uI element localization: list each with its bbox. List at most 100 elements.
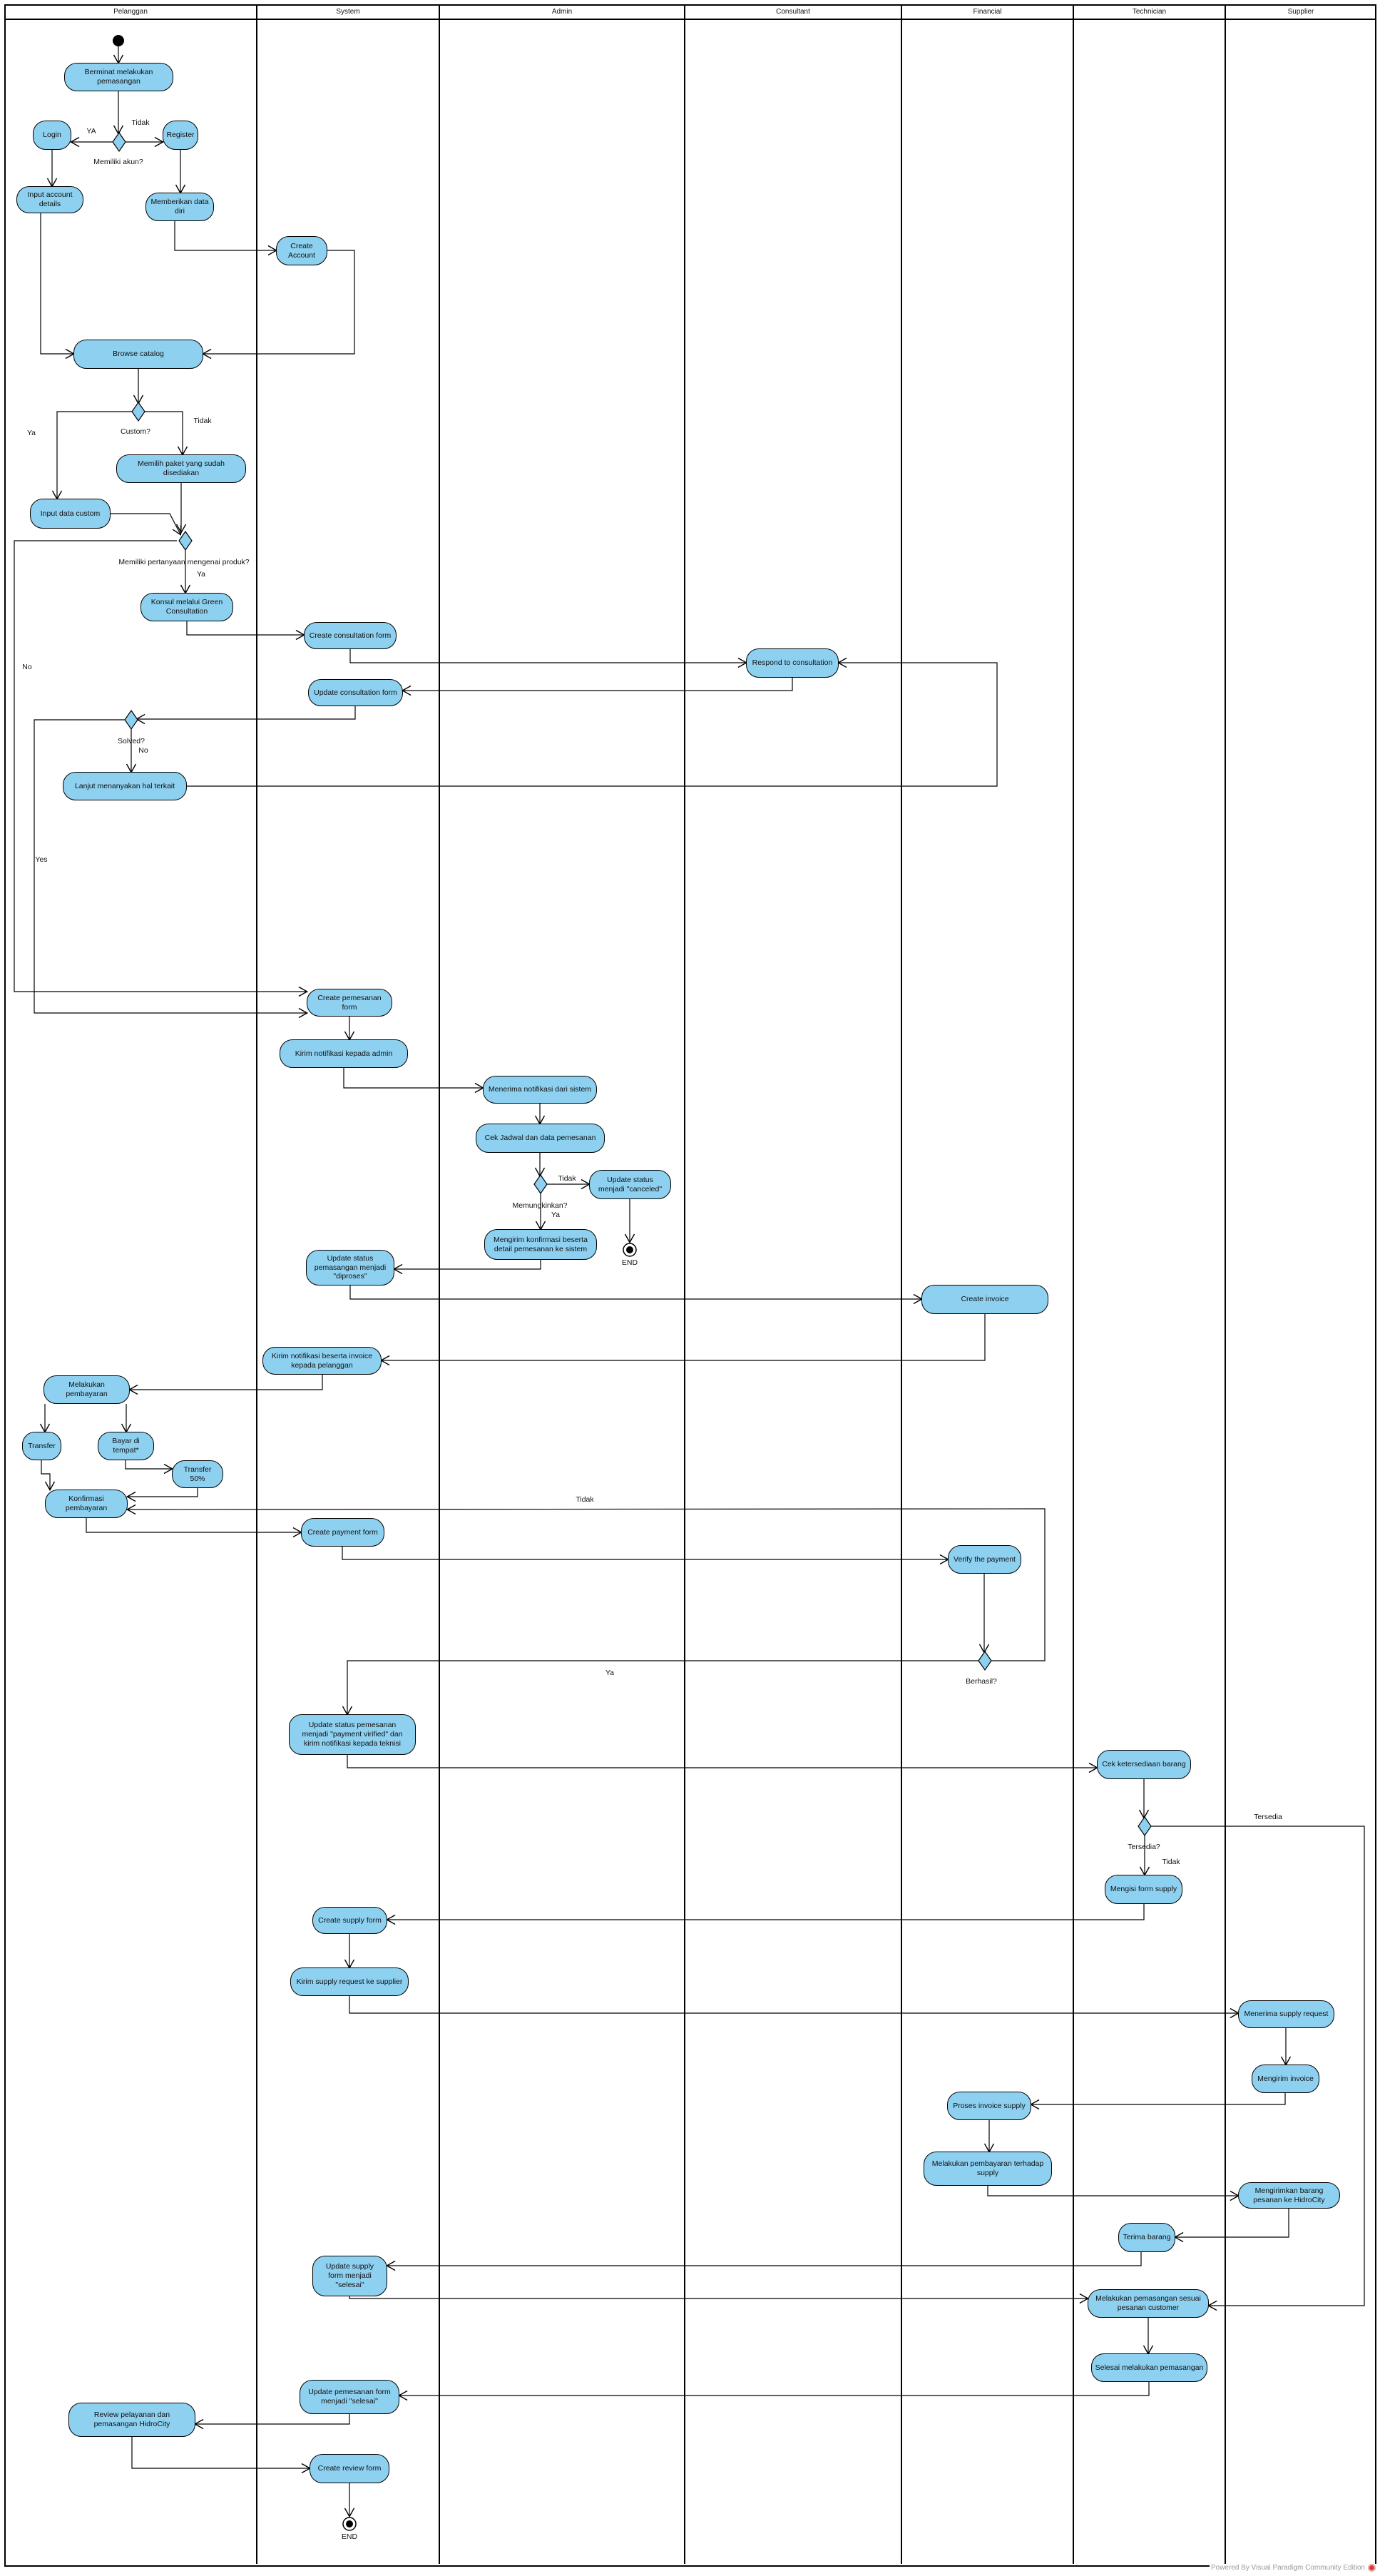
flow-edge-invoice-to-proses: [1029, 2093, 1286, 2110]
flow-edge-tersedia-ya-pemasangan: [1150, 1826, 1365, 2311]
lane-header-pelanggan: Pelanggan: [4, 4, 257, 20]
lane-header-supplier: Supplier: [1225, 4, 1376, 20]
guard-label: Custom?: [120, 427, 151, 436]
activity-node-update-supply-selesai: Update supply form menjadi "selesai": [312, 2256, 387, 2296]
flow-edge-notif-admin-to-menerima: [343, 1068, 485, 1094]
flow-edge-konfirmasi-to-payment-form: [86, 1518, 303, 1538]
activity-node-cek-jadwal: Cek Jadwal dan data pemesanan: [476, 1124, 605, 1153]
activity-node-verify-payment: Verify the payment: [948, 1545, 1021, 1574]
decision-node-d-solved: [124, 709, 138, 730]
decision-node-d-pertanyaan: [178, 530, 193, 551]
start-node: [113, 35, 124, 46]
flow-edge-input-data-to-join: [111, 513, 182, 536]
guard-label: Memiliki pertanyaan mengenai produk?: [118, 558, 250, 566]
flow-edge-update-consult-to-solved: [135, 706, 356, 725]
flow-edge-solved-yes-create-pemesanan: [34, 719, 309, 1019]
flow-edge-custom-ya-input-data: [51, 411, 133, 501]
flow-edge-update-pemesanan-to-review: [193, 2414, 350, 2430]
activity-node-konsul-green: Konsul melalui Green Consultation: [140, 593, 233, 621]
activity-node-menerima-supply-request: Menerima supply request: [1238, 2000, 1334, 2028]
guard-label: Solved?: [118, 737, 145, 745]
flow-edge-lanjut-to-respond: [187, 657, 998, 787]
flow-edge-transfer50-to-konfirmasi: [126, 1488, 198, 1502]
lane-header-admin: Admin: [439, 4, 685, 20]
flow-edge-create-account-to-browse: [201, 250, 355, 360]
activity-node-transfer-50: Transfer 50%: [172, 1460, 223, 1488]
activity-node-transfer: Transfer: [22, 1432, 61, 1460]
activity-node-memilih-paket: Memilih paket yang sudah disediakan: [116, 454, 246, 483]
lane-separator: [1225, 4, 1226, 2564]
flow-edge-konfirmasi-to-diproses: [392, 1260, 541, 1275]
activity-node-create-account: Create Account: [276, 236, 327, 265]
decision-node-d-akun: [112, 131, 126, 153]
activity-node-lanjut-menanyakan: Lanjut menanyakan hal terkait: [63, 772, 187, 800]
end-node-inner-end-canceled: [626, 1246, 633, 1253]
guard-label: Ya: [26, 429, 36, 437]
flow-edge-berhasil-ya-update-verified: [342, 1660, 979, 1716]
lane-separator: [256, 4, 257, 2564]
guard-label: Memiliki akun?: [93, 158, 143, 166]
end-node-inner-end-final: [346, 2520, 353, 2527]
activity-node-terima-barang: Terima barang: [1118, 2223, 1175, 2252]
lane-title: Admin: [551, 7, 573, 16]
activity-node-mengisi-form-supply: Mengisi form supply: [1105, 1875, 1182, 1904]
guard-label: Ya: [551, 1211, 561, 1219]
lane-title: System: [336, 7, 360, 16]
flow-edge-diproses-to-create-invoice: [349, 1286, 924, 1305]
guard-label: Berhasil?: [966, 1677, 997, 1686]
activity-node-bayar-di-tempat: Bayar di tempat*: [98, 1432, 154, 1460]
flow-edge-update-supply-to-pemasangan: [349, 2293, 1090, 2304]
lane-title: Technician: [1132, 7, 1167, 16]
lane-title: Consultant: [776, 7, 810, 16]
end-node-label: END: [341, 2532, 358, 2541]
flow-edge-kirim-supply-to-menerima: [349, 1996, 1240, 2019]
flow-edge-pembayaran-to-mengirimkan: [987, 2186, 1240, 2201]
guard-label: Tidak: [576, 1495, 594, 1504]
guard-label: Tidak: [131, 118, 150, 127]
activity-node-input-data-custom: Input data custom: [30, 499, 111, 529]
activity-node-proses-invoice-supply: Proses invoice supply: [947, 2092, 1031, 2120]
lane-separator: [684, 4, 685, 2564]
guard-label: Memungkinkan?: [512, 1201, 568, 1210]
activity-node-mengirimkan-barang: Mengirimkan barang pesanan ke HidroCity: [1238, 2182, 1340, 2209]
flow-edge-review-to-create-review: [131, 2437, 312, 2474]
activity-node-memberikan-data-diri: Memberikan data diri: [145, 193, 214, 221]
activity-node-login: Login: [33, 121, 71, 150]
activity-node-create-supply-form: Create supply form: [312, 1907, 387, 1934]
lane-title: Financial: [973, 7, 1002, 16]
activity-node-register: Register: [163, 121, 198, 150]
watermark-text: Powered By Visual Paradigm Community Edi…: [1210, 2564, 1365, 2572]
guard-label: Tidak: [193, 417, 212, 425]
decision-node-d-custom: [131, 401, 145, 422]
flow-edge-input-account-to-browse: [40, 213, 76, 360]
flow-edge-create-consult-to-respond: [349, 649, 748, 668]
activity-node-respond-consultation: Respond to consultation: [746, 648, 839, 678]
activity-node-review-pelayanan: Review pelayanan dan pemasangan HidroCit…: [68, 2403, 195, 2437]
activity-node-create-invoice: Create invoice: [921, 1285, 1048, 1314]
guard-label: Tidak: [1162, 1858, 1180, 1866]
lane-separator: [1073, 4, 1074, 2564]
activity-node-kirim-notifikasi-admin: Kirim notifikasi kepada admin: [280, 1039, 408, 1068]
guard-label: Ya: [196, 570, 206, 579]
flow-edge-custom-tidak-memilih: [144, 411, 188, 457]
activity-node-cek-ketersediaan: Cek ketersediaan barang: [1097, 1750, 1191, 1779]
guard-label: Tersedia: [1254, 1813, 1282, 1821]
activity-node-create-pemesanan-form: Create pemesanan form: [307, 989, 392, 1017]
flow-edge-konsul-to-create-consult: [186, 621, 306, 641]
guard-label: YA: [86, 127, 96, 136]
flow-edge-payment-form-to-verify: [342, 1547, 950, 1565]
lane-header-technician: Technician: [1073, 4, 1225, 20]
guard-label: Tidak: [558, 1174, 576, 1183]
end-node-label: END: [621, 1258, 638, 1267]
activity-node-kirim-supply-request: Kirim supply request ke supplier: [290, 1967, 409, 1996]
lane-separator: [439, 4, 440, 2564]
activity-node-create-consultation-form: Create consultation form: [304, 622, 397, 649]
flow-edge-mengisi-to-create-supply: [385, 1904, 1145, 1925]
flow-edge-invoice-to-kirim-notif: [379, 1314, 986, 1366]
flow-edge-respond-to-update-consult: [401, 678, 793, 696]
activity-node-pembayaran-supply: Melakukan pembayaran terhadap supply: [924, 2152, 1052, 2186]
activity-node-mengirim-invoice: Mengirim invoice: [1252, 2065, 1319, 2093]
guard-label: Yes: [35, 855, 48, 864]
guard-label: Ya: [605, 1669, 615, 1677]
